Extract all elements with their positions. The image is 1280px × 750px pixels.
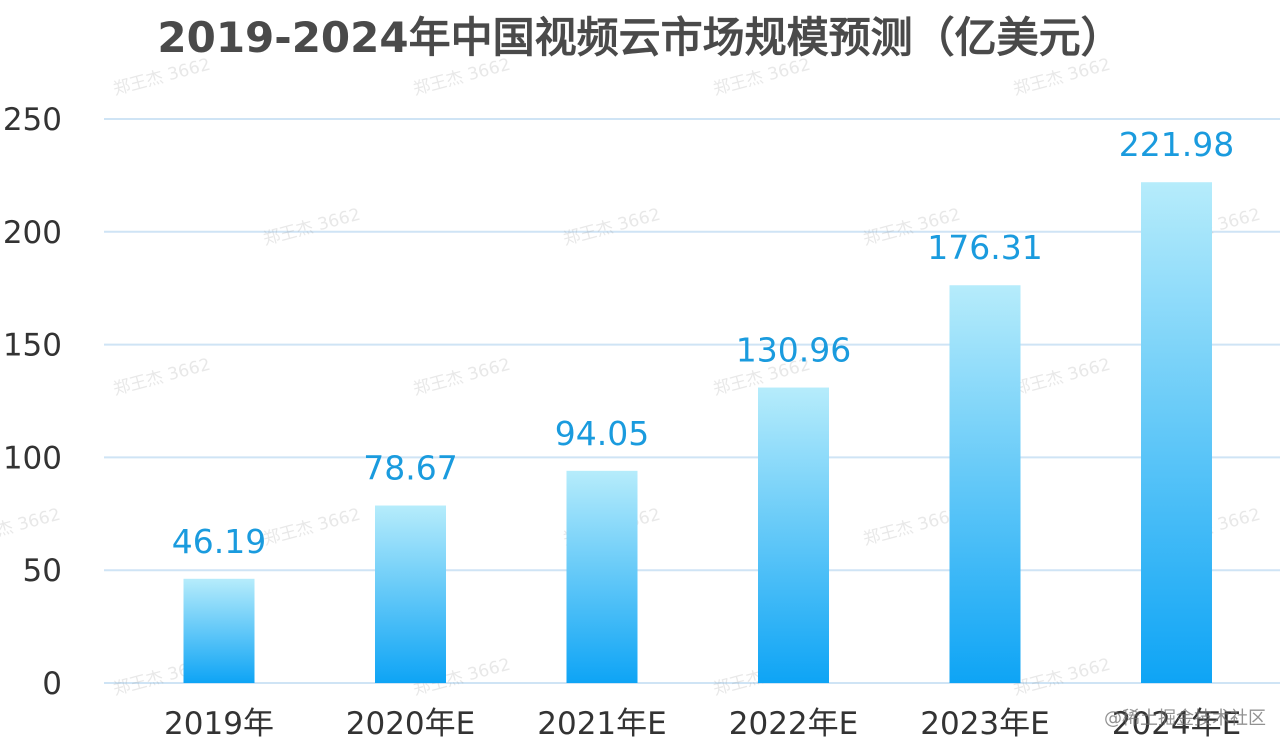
x-axis-ticks: 2019年 2020年E 2021年E 2022年E 2023年E 2024年E	[164, 706, 1241, 742]
y-tick-label: 100	[3, 440, 62, 476]
watermark-text: 郑王杰 3662	[0, 505, 63, 550]
chart-title: 2019-2024年中国视频云市场规模预测（亿美元）	[157, 13, 1123, 62]
y-tick-label: 0	[42, 666, 62, 702]
x-tick-label: 2024年E	[1112, 706, 1241, 742]
watermark-text: 郑王杰 3662	[561, 205, 662, 250]
watermark-text: 郑王杰 3662	[411, 55, 512, 100]
watermark-text: 郑王杰 3662	[411, 355, 512, 400]
watermark-text: 郑王杰 3662	[111, 355, 212, 400]
data-labels: 46.19 78.67 94.05 130.96 176.31 221.98	[172, 125, 1234, 561]
bar	[183, 578, 255, 683]
watermark-text: 郑王杰 3662	[111, 55, 212, 100]
watermark-text: 郑王杰 3662	[1011, 655, 1112, 700]
bar	[758, 387, 829, 683]
watermark-text: 郑王杰 3662	[1011, 355, 1112, 400]
y-tick-label: 150	[3, 328, 62, 364]
bar	[1141, 182, 1212, 683]
watermark-text: 郑王杰 3662	[711, 55, 812, 100]
watermark-text: 郑王杰 3662	[261, 205, 362, 250]
gridlines	[104, 118, 1280, 684]
y-tick-label: 50	[23, 553, 62, 589]
data-label: 221.98	[1119, 125, 1234, 164]
watermark-text: 郑王杰 3662	[1011, 55, 1112, 100]
x-tick-label: 2023年E	[920, 706, 1049, 742]
bars	[183, 182, 1212, 683]
bar	[375, 505, 446, 683]
data-label: 46.19	[172, 522, 266, 561]
watermark-text: 郑王杰 3662	[861, 505, 962, 550]
data-label: 176.31	[927, 228, 1042, 267]
bar	[566, 470, 638, 683]
y-tick-label: 200	[3, 215, 62, 251]
x-tick-label: 2022年E	[729, 706, 858, 742]
data-label: 78.67	[363, 449, 457, 488]
x-tick-label: 2019年	[164, 706, 274, 742]
y-axis-ticks: 0 50 100 150 200 250	[3, 102, 62, 702]
x-tick-label: 2021年E	[537, 706, 666, 742]
bar	[949, 285, 1021, 683]
data-label: 130.96	[736, 331, 851, 370]
watermark-corner: @稀土掘金技术社区	[1104, 708, 1266, 729]
y-tick-label: 250	[3, 102, 62, 138]
data-label: 94.05	[555, 414, 649, 453]
x-tick-label: 2020年E	[346, 706, 475, 742]
watermark-text: 郑王杰 3662	[261, 505, 362, 550]
